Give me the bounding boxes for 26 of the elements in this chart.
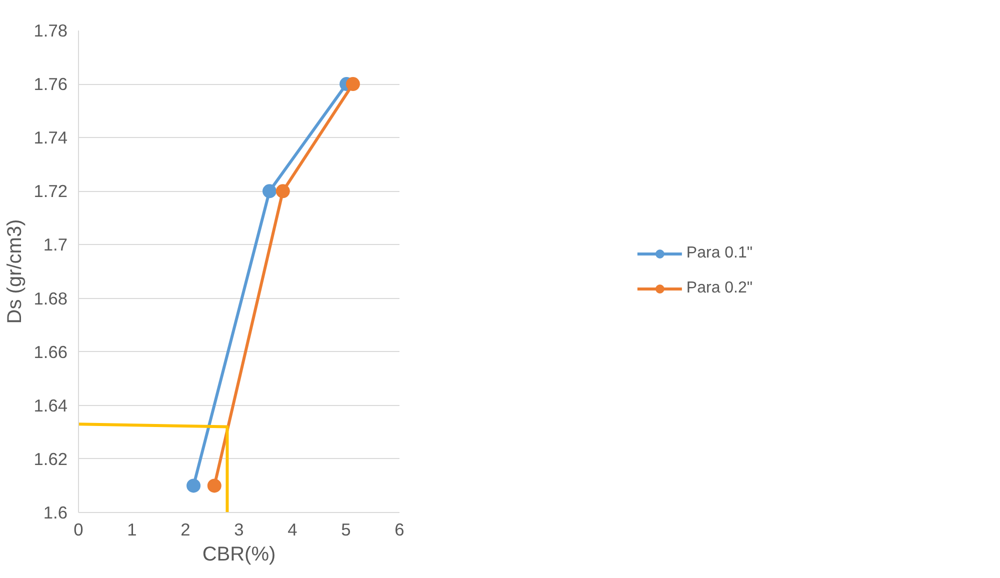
y-tick-label: 1.64 [34, 395, 68, 416]
y-tick-label: 1.68 [34, 288, 68, 308]
x-tick-label: 3 [234, 520, 244, 540]
point [276, 184, 290, 198]
x-tick-label: 2 [180, 520, 190, 540]
y-tick-label: 1.62 [34, 448, 68, 469]
y-tick-label: 1.66 [34, 342, 68, 362]
point [262, 184, 276, 198]
legend-label: Para 0.2" [686, 280, 753, 298]
point [186, 478, 201, 493]
x-axis-title: CBR(%) [202, 544, 276, 566]
y-axis-title: Ds (gr/cm3) [4, 219, 26, 324]
y-tick-label: 1.76 [34, 74, 68, 94]
legend-label: Para 0.1" [686, 244, 753, 262]
x-tick-label: 1 [127, 520, 137, 540]
x-tick-label: 6 [394, 520, 404, 540]
x-tick-label: 4 [288, 520, 298, 540]
x-tick-label: 0 [74, 520, 84, 540]
point [346, 77, 360, 92]
y-tick-label: 1.74 [34, 128, 68, 148]
point [207, 478, 222, 493]
y-tick-label: 1.78 [34, 20, 68, 40]
x-tick-label: 5 [341, 520, 351, 540]
y-tick-label: 1.72 [34, 181, 68, 202]
y-tick-label: 1.6 [43, 502, 68, 522]
y-tick-label: 1.7 [43, 234, 68, 255]
